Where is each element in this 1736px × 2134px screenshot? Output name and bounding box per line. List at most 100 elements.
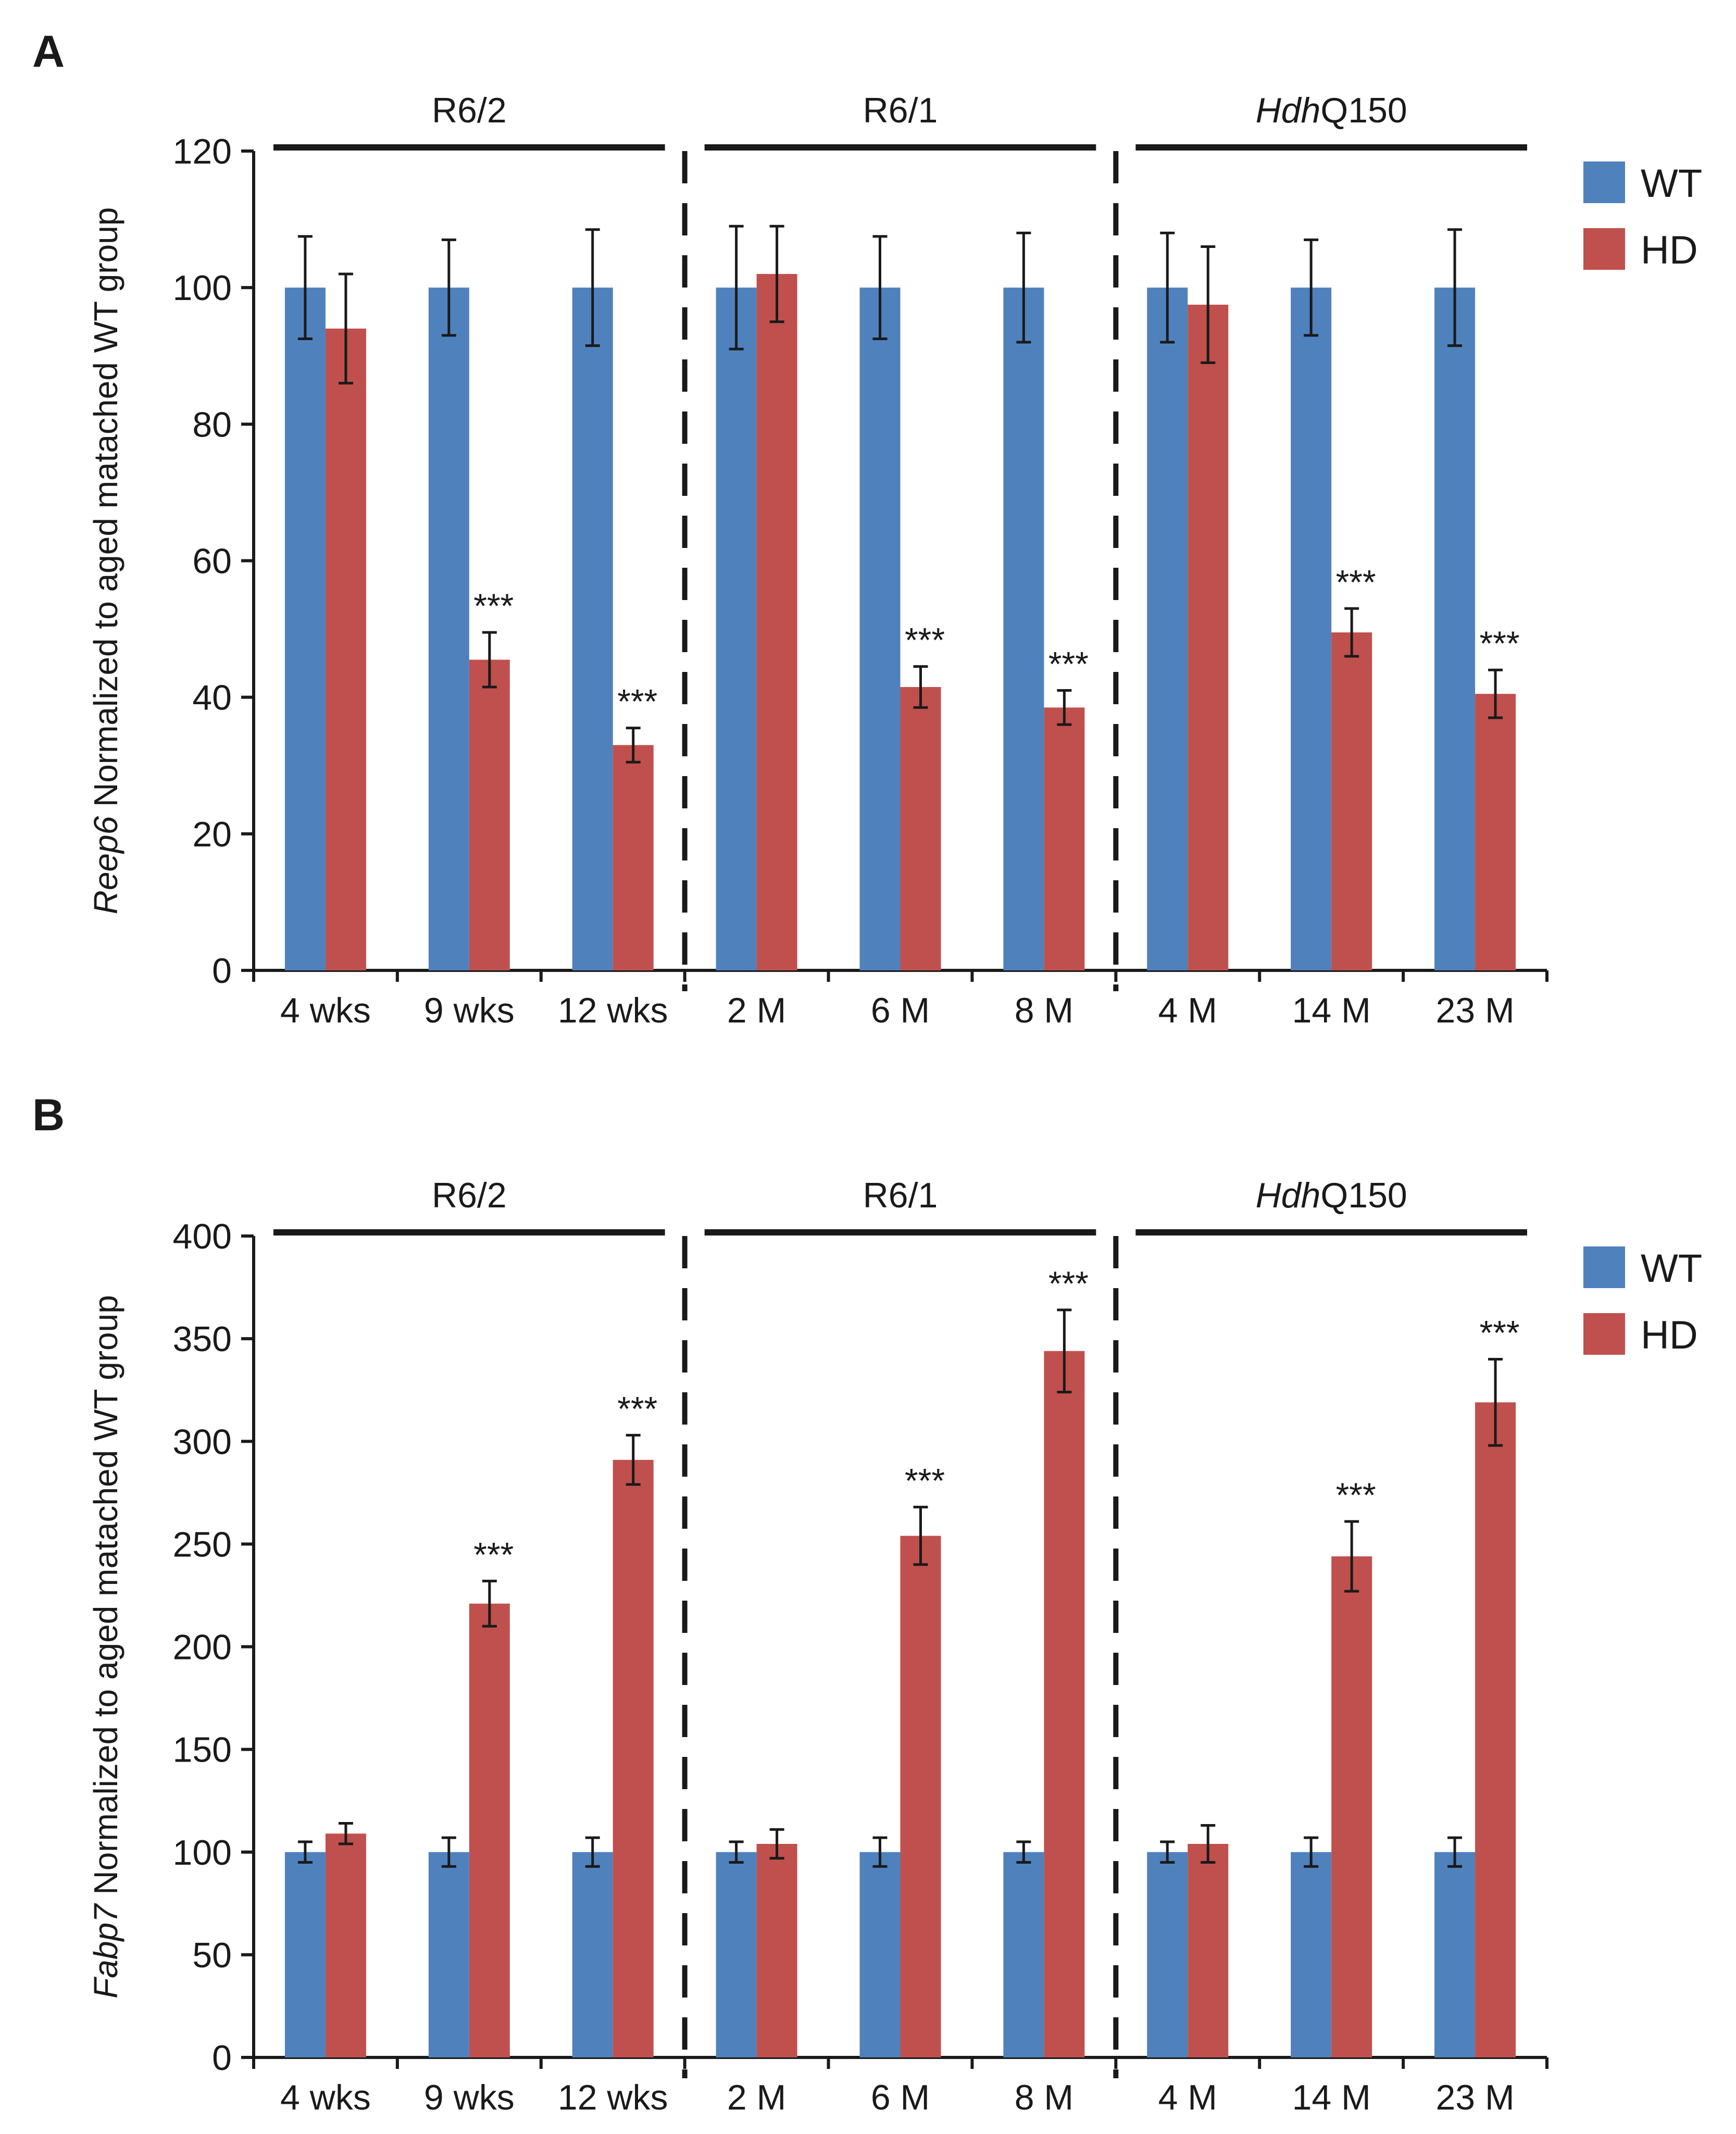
wt-bar xyxy=(1147,1852,1188,2057)
group-label-text: R6/2 xyxy=(432,91,507,130)
significance-marker: *** xyxy=(473,1535,514,1574)
y-tick-label: 350 xyxy=(173,1319,232,1359)
hd-bar xyxy=(900,1536,941,2057)
significance-marker: *** xyxy=(1048,645,1089,683)
x-tick-label: 4 M xyxy=(1158,991,1217,1030)
hd-bar xyxy=(1331,632,1372,970)
y-tick-label: 250 xyxy=(173,1525,232,1564)
x-tick-label: 8 M xyxy=(1015,2078,1073,2117)
y-axis-label-gene: Fabp7 xyxy=(87,1903,124,1999)
hd-bar xyxy=(1475,694,1516,970)
significance-marker: *** xyxy=(1336,563,1376,601)
hd-bar xyxy=(1044,707,1085,970)
group-label: HdhQ150 xyxy=(1256,1176,1407,1215)
y-tick-label: 200 xyxy=(173,1628,232,1667)
hd-bar xyxy=(613,1459,654,2057)
wt-bar xyxy=(1147,288,1188,970)
x-tick-label: 4 wks xyxy=(280,2078,371,2117)
y-tick-label: 60 xyxy=(192,542,232,581)
hd-bar xyxy=(1188,304,1229,970)
hd-bar xyxy=(1475,1402,1516,2057)
panel-letter: A xyxy=(32,27,65,77)
legend-label: HD xyxy=(1641,228,1698,272)
x-tick-label: 23 M xyxy=(1435,991,1514,1030)
x-tick-label: 2 M xyxy=(727,991,786,1030)
hd-bar xyxy=(756,273,797,971)
x-tick-label: 12 wks xyxy=(558,2078,668,2117)
significance-marker: *** xyxy=(617,1389,657,1428)
panel-a: A Reep6 Normalized to aged matached WT gr… xyxy=(32,27,1702,1030)
x-tick-label: 14 M xyxy=(1292,2078,1371,2117)
significance-marker: *** xyxy=(905,621,945,659)
hd-bar xyxy=(469,1603,510,2057)
group-label-text: R6/1 xyxy=(863,91,938,130)
hd-bar xyxy=(325,1833,366,2057)
y-tick-label: 0 xyxy=(212,2038,232,2078)
legend-label: WT xyxy=(1641,1246,1702,1291)
panel-letter: B xyxy=(32,1090,65,1140)
legend-label: WT xyxy=(1641,161,1702,206)
hd-bar xyxy=(1188,1843,1229,2057)
significance-marker: *** xyxy=(1048,1264,1089,1303)
legend-label: HD xyxy=(1641,1313,1698,1357)
group-label-text: R6/1 xyxy=(863,1176,938,1215)
wt-bar xyxy=(284,288,326,970)
wt-bar xyxy=(1291,1852,1332,2057)
wt-bar xyxy=(428,1852,469,2057)
group-label: R6/2 xyxy=(432,91,507,130)
y-tick-label: 400 xyxy=(173,1217,232,1256)
y-axis-label-gene: Reep6 xyxy=(87,816,124,914)
significance-marker: *** xyxy=(1480,624,1520,663)
wt-bar xyxy=(1434,288,1476,970)
wt-legend-swatch xyxy=(1583,161,1625,203)
y-axis-label-text: Normalized to aged matached WT group xyxy=(87,1295,124,1904)
hd-bar xyxy=(613,745,654,970)
y-tick-label: 100 xyxy=(173,1833,232,1873)
significance-marker: *** xyxy=(1480,1314,1520,1352)
y-tick-label: 0 xyxy=(212,951,232,991)
group-label: R6/2 xyxy=(432,1176,507,1215)
wt-bar xyxy=(859,288,901,970)
group-label-italic: Hdh xyxy=(1256,91,1321,130)
group-label-text: Q150 xyxy=(1320,91,1407,130)
group-label: R6/1 xyxy=(863,91,938,130)
panel-b: B Fabp7 Normalized to aged matached WT gr… xyxy=(32,1090,1702,2117)
significance-marker: *** xyxy=(905,1461,945,1500)
wt-bar xyxy=(716,288,757,970)
y-tick-label: 40 xyxy=(192,678,232,718)
hd-bar xyxy=(469,659,510,970)
group-label-text: R6/2 xyxy=(432,1176,507,1215)
significance-marker: *** xyxy=(473,586,514,625)
y-tick-label: 50 xyxy=(192,1936,232,1975)
wt-legend-swatch xyxy=(1583,1246,1625,1288)
hd-bar xyxy=(325,328,366,970)
x-tick-label: 12 wks xyxy=(558,991,668,1030)
hd-legend-swatch xyxy=(1583,1313,1625,1355)
y-tick-label: 300 xyxy=(173,1422,232,1462)
group-label-italic: Hdh xyxy=(1256,1176,1321,1215)
y-tick-label: 20 xyxy=(192,815,232,854)
hd-legend-swatch xyxy=(1583,228,1625,270)
group-label: HdhQ150 xyxy=(1256,91,1407,130)
wt-bar xyxy=(572,288,613,970)
x-tick-label: 8 M xyxy=(1015,991,1073,1030)
x-tick-label: 9 wks xyxy=(424,2078,515,2117)
x-tick-label: 14 M xyxy=(1292,991,1371,1030)
wt-bar xyxy=(428,288,469,970)
y-axis-label: Fabp7 Normalized to aged matached WT gro… xyxy=(87,1295,124,1999)
hd-bar xyxy=(756,1843,797,2057)
hd-bar xyxy=(1331,1556,1372,2057)
wt-bar xyxy=(572,1852,613,2057)
group-label-text: Q150 xyxy=(1320,1176,1407,1215)
y-tick-label: 100 xyxy=(173,268,232,308)
hd-bar xyxy=(900,687,941,970)
x-tick-label: 4 M xyxy=(1158,2078,1217,2117)
wt-bar xyxy=(1434,1852,1476,2057)
x-tick-label: 9 wks xyxy=(424,991,515,1030)
wt-bar xyxy=(1003,288,1044,970)
wt-bar xyxy=(284,1852,326,2057)
x-tick-label: 23 M xyxy=(1435,2078,1514,2117)
wt-bar xyxy=(1291,288,1332,970)
wt-bar xyxy=(716,1852,757,2057)
